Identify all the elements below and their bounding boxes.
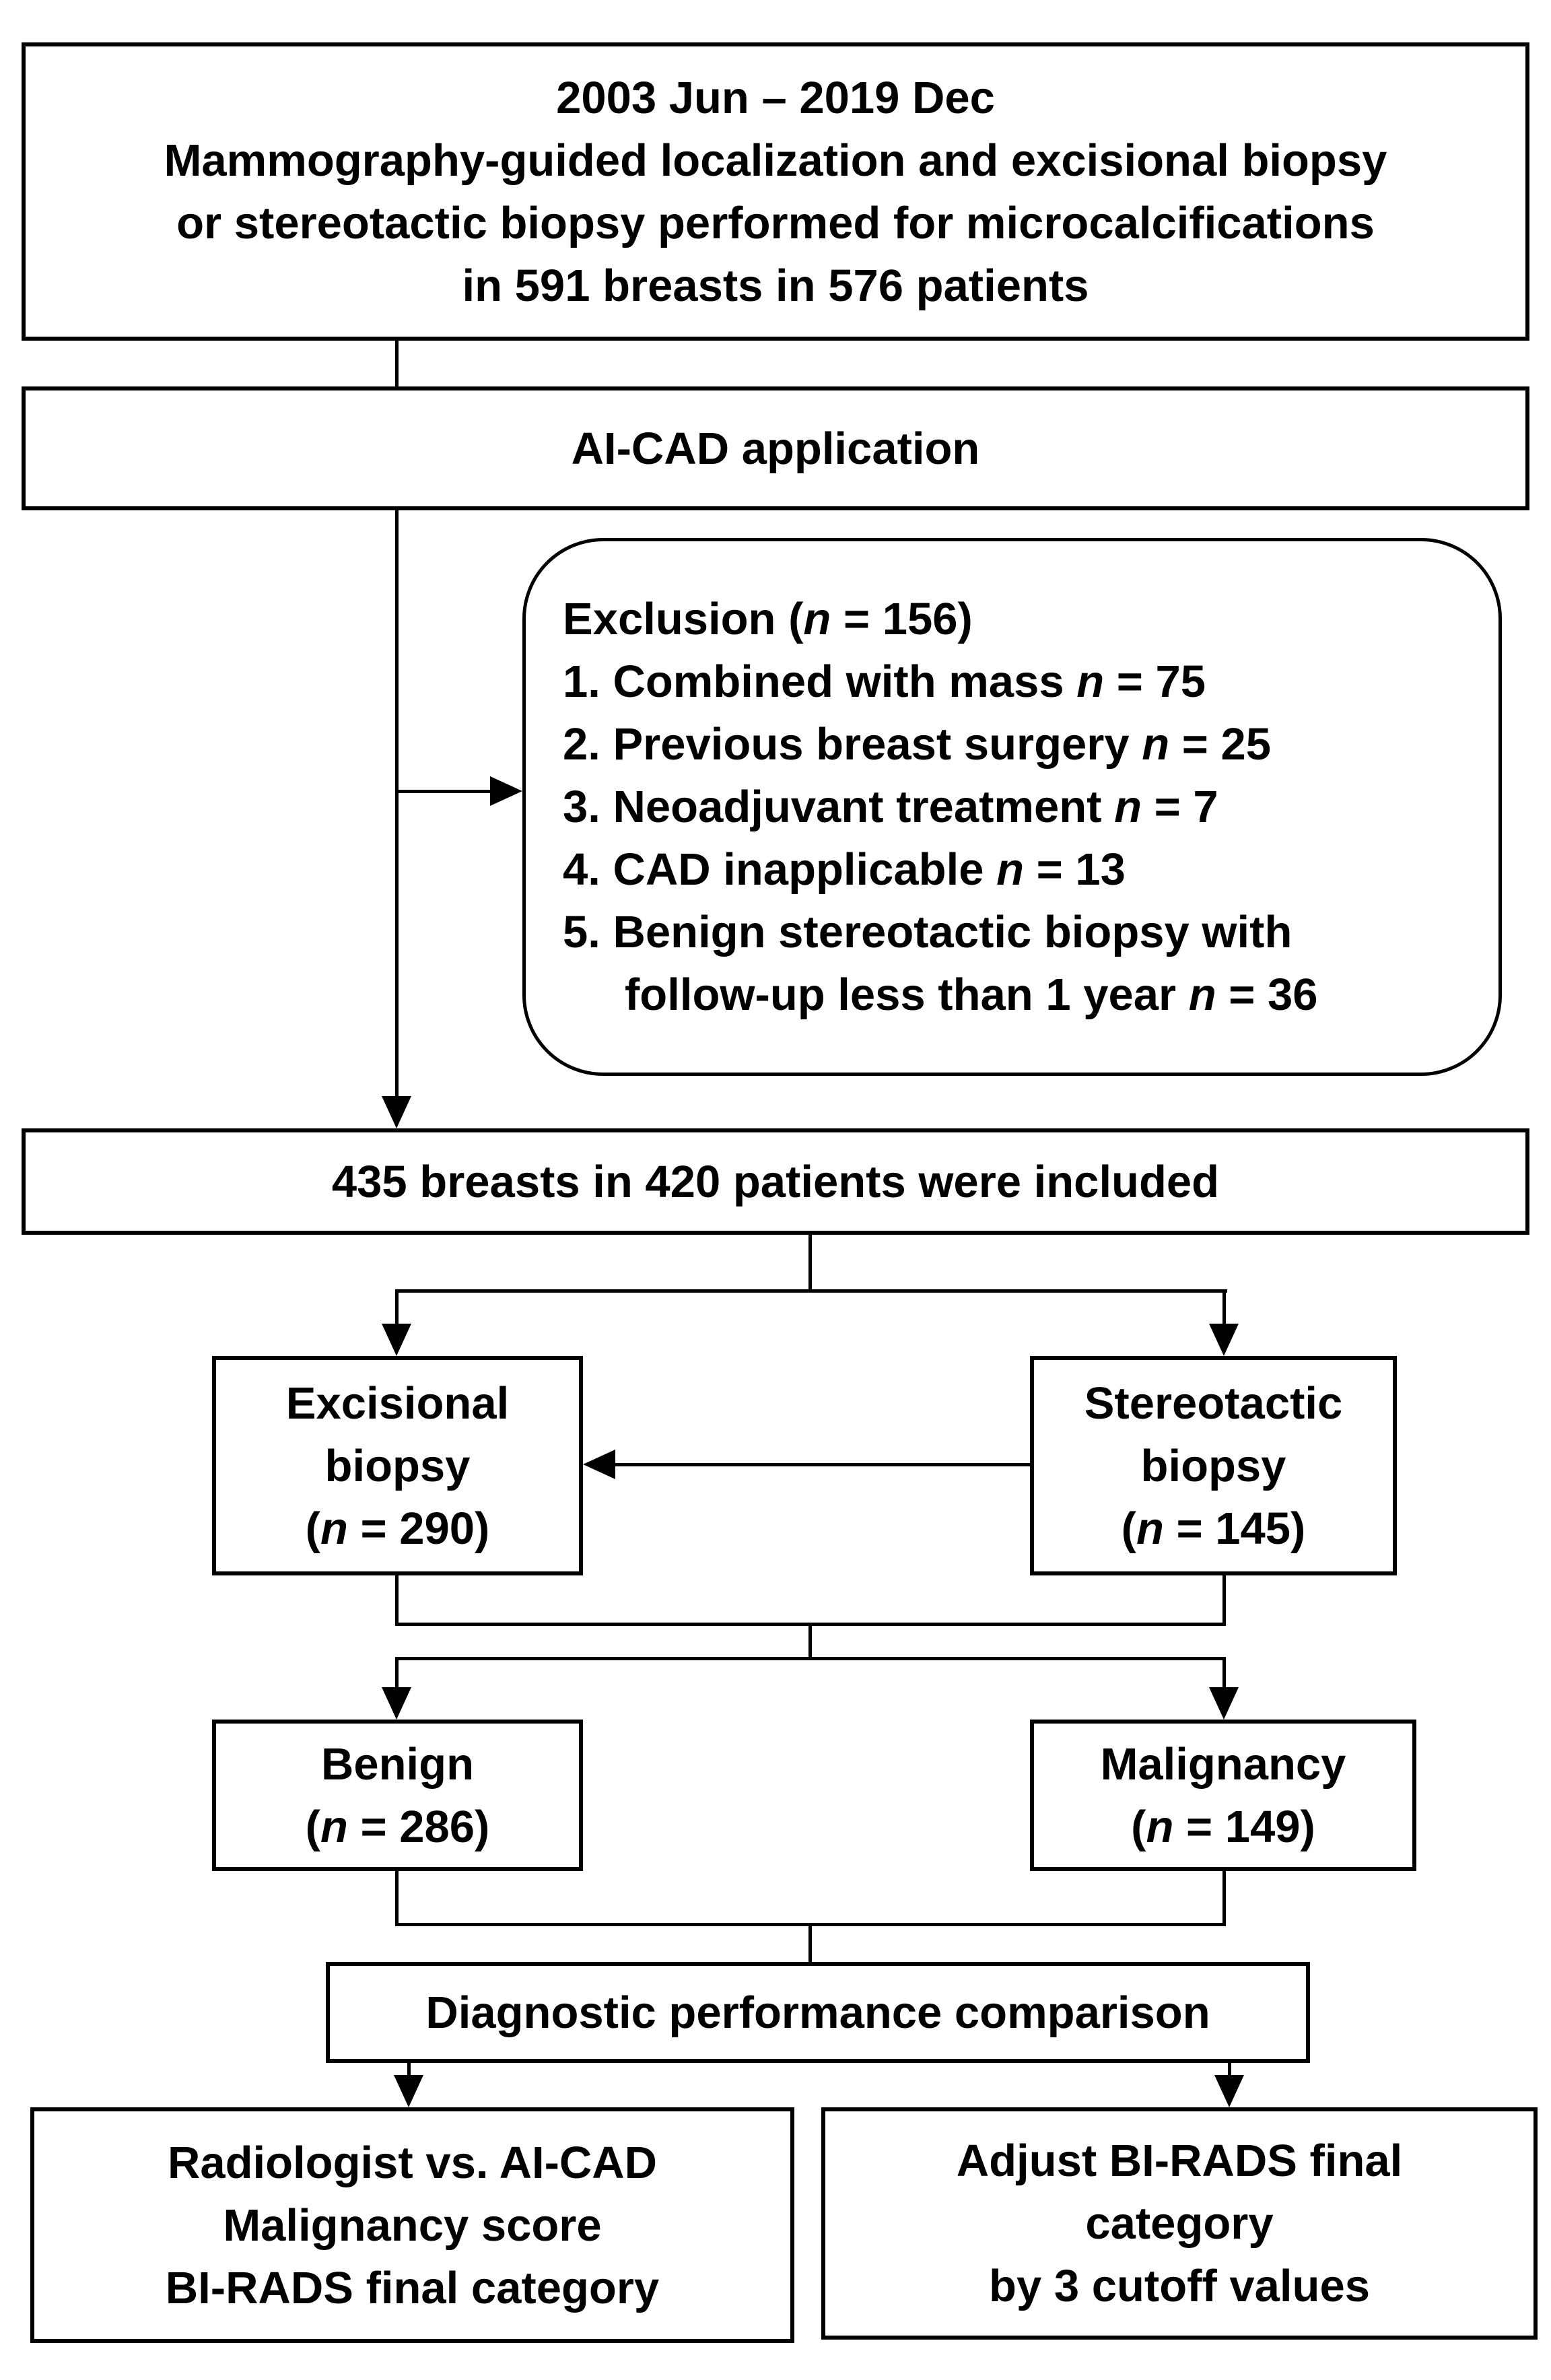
benign-label: Benign	[320, 1738, 475, 1790]
excisional-count: (n = 290)	[305, 1503, 490, 1554]
exclusion-item-2: 2. Previous breast surgery n = 25	[563, 719, 1272, 770]
date-range-line: 2003 Jun – 2019 Dec	[556, 72, 995, 123]
excisional-biopsy-box: Excisional biopsy (n = 290)	[212, 1356, 583, 1575]
stereotactic-biopsy-box: Stereotactic biopsy (n = 145)	[1030, 1356, 1397, 1575]
stereotactic-line-2: biopsy	[1140, 1440, 1286, 1491]
arrowhead-into-included-box	[382, 1096, 411, 1128]
arrowhead-into-malignancy-box	[1209, 1687, 1239, 1720]
arrowhead-into-exclusion-box	[490, 776, 522, 806]
aicad-application-box: AI-CAD application	[22, 386, 1529, 510]
exclusion-item-5: 5. Benign stereotactic biopsy with	[563, 907, 1292, 957]
connector-period-to-aicad	[395, 341, 399, 386]
malignancy-count: (n = 149)	[1131, 1801, 1315, 1852]
stereotactic-count: (n = 145)	[1121, 1503, 1306, 1554]
benign-box: Benign (n = 286)	[212, 1720, 583, 1871]
arrowhead-into-benign-box	[382, 1687, 411, 1720]
radiologist-line-1: Radiologist vs. AI-CAD	[167, 2137, 658, 2188]
connector-to-adjust-box	[1228, 2063, 1231, 2080]
adjust-line-2: category	[1085, 2198, 1274, 2249]
malignancy-label: Malignancy	[1100, 1738, 1346, 1790]
procedure-line-1: Mammography-guided localization and exci…	[164, 135, 1387, 186]
arrowhead-into-adjust-box	[1214, 2075, 1244, 2107]
exclusion-item-1: 1. Combined with mass n = 75	[563, 656, 1206, 707]
malignancy-box: Malignancy (n = 149)	[1030, 1720, 1416, 1871]
procedure-line-2: or stereotactic biopsy performed for mic…	[176, 197, 1375, 248]
connector-malignancy-down	[1222, 1871, 1226, 1926]
arrowhead-into-excisional-right	[583, 1450, 615, 1479]
stereotactic-line-1: Stereotactic	[1084, 1378, 1343, 1429]
connector-to-malignancy	[1222, 1657, 1226, 1690]
arrowhead-into-radiologist-box	[394, 2075, 423, 2107]
connector-aicad-to-included	[395, 510, 399, 1101]
exclusion-title: Exclusion (n = 156)	[563, 594, 973, 644]
connector-merge-jog	[808, 1623, 812, 1660]
connector-to-radiologist-box	[407, 2063, 411, 2080]
adjust-line-3: by 3 cutoff values	[989, 2261, 1370, 2311]
split-bar-biopsy	[395, 1289, 1227, 1293]
split-bar-outcome	[395, 1657, 1226, 1660]
connector-excisional-down	[395, 1575, 399, 1625]
exclusion-item-4: 4. CAD inapplicable n = 13	[563, 844, 1126, 895]
study-period-box: 2003 Jun – 2019 Dec Mammography-guided l…	[22, 42, 1529, 341]
included-cohort-box: 435 breasts in 420 patients were include…	[22, 1128, 1529, 1235]
connector-included-down	[808, 1235, 812, 1292]
connector-to-benign	[395, 1657, 399, 1690]
included-label: 435 breasts in 420 patients were include…	[331, 1156, 1220, 1207]
connector-stereotactic-down	[1222, 1575, 1226, 1625]
connector-trunk-to-exclusion	[395, 790, 491, 793]
connector-to-excisional	[395, 1289, 399, 1326]
connector-benign-down	[395, 1871, 399, 1926]
connector-to-comparison	[808, 1923, 812, 1962]
comparison-box: Diagnostic performance comparison	[326, 1962, 1310, 2063]
connector-stereotactic-to-excisional	[614, 1463, 1030, 1466]
exclusion-item-3: 3. Neoadjuvant treatment n = 7	[563, 782, 1218, 832]
cohort-size-line: in 591 breasts in 576 patients	[462, 260, 1089, 311]
radiologist-vs-aicad-box: Radiologist vs. AI-CAD Malignancy score …	[30, 2107, 794, 2343]
exclusion-item-5-continued: follow-up less than 1 year n = 36	[625, 970, 1318, 1020]
adjust-birads-box: Adjust BI-RADS final category by 3 cutof…	[821, 2107, 1538, 2340]
radiologist-line-2: Malignancy score	[223, 2200, 602, 2251]
excisional-line-1: Excisional	[285, 1378, 510, 1429]
excisional-line-2: biopsy	[324, 1440, 471, 1491]
connector-to-stereotactic	[1222, 1289, 1226, 1326]
comparison-label: Diagnostic performance comparison	[425, 1987, 1210, 2038]
exclusion-box: Exclusion (n = 156) 1. Combined with mas…	[522, 538, 1502, 1076]
radiologist-line-3: BI-RADS final category	[165, 2262, 660, 2313]
adjust-line-1: Adjust BI-RADS final	[956, 2136, 1403, 2186]
aicad-label: AI-CAD application	[571, 423, 980, 474]
arrowhead-into-stereotactic-box	[1209, 1324, 1239, 1356]
arrowhead-into-excisional-box	[382, 1324, 411, 1356]
benign-count: (n = 286)	[305, 1801, 490, 1852]
